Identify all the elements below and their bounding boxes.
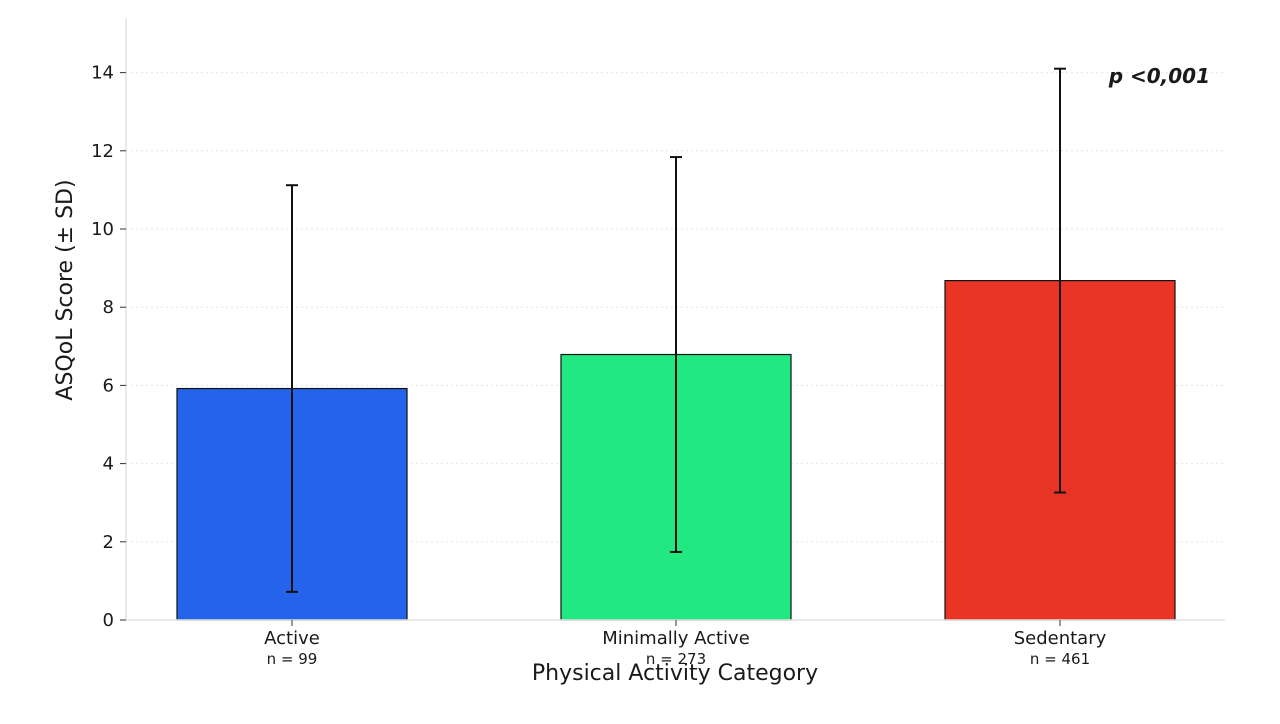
- sample-size-label: n = 99: [267, 650, 318, 668]
- y-ticks: 0 2 4 6 8 10 12 14: [91, 63, 126, 631]
- y-tick-label: 14: [91, 63, 114, 84]
- p-value-annotation: p <0,001: [1108, 64, 1210, 88]
- x-axis-title: Physical Activity Category: [532, 661, 818, 686]
- y-axis-title: ASQoL Score (± SD): [53, 179, 78, 400]
- x-tick-label: Active: [264, 628, 320, 649]
- x-tick-label: Sedentary: [1014, 628, 1107, 649]
- sample-size-label: n = 461: [1030, 650, 1090, 668]
- y-tick-label: 8: [103, 297, 114, 318]
- y-tick-label: 12: [91, 141, 114, 162]
- y-tick-label: 2: [103, 532, 114, 553]
- x-tick-label: Minimally Active: [602, 628, 750, 649]
- sample-size-label: n = 273: [646, 650, 706, 668]
- y-tick-label: 6: [103, 375, 114, 396]
- y-tick-label: 0: [103, 610, 114, 631]
- y-tick-label: 10: [91, 219, 114, 240]
- error-bars: [286, 67, 1066, 593]
- y-tick-label: 4: [103, 454, 114, 475]
